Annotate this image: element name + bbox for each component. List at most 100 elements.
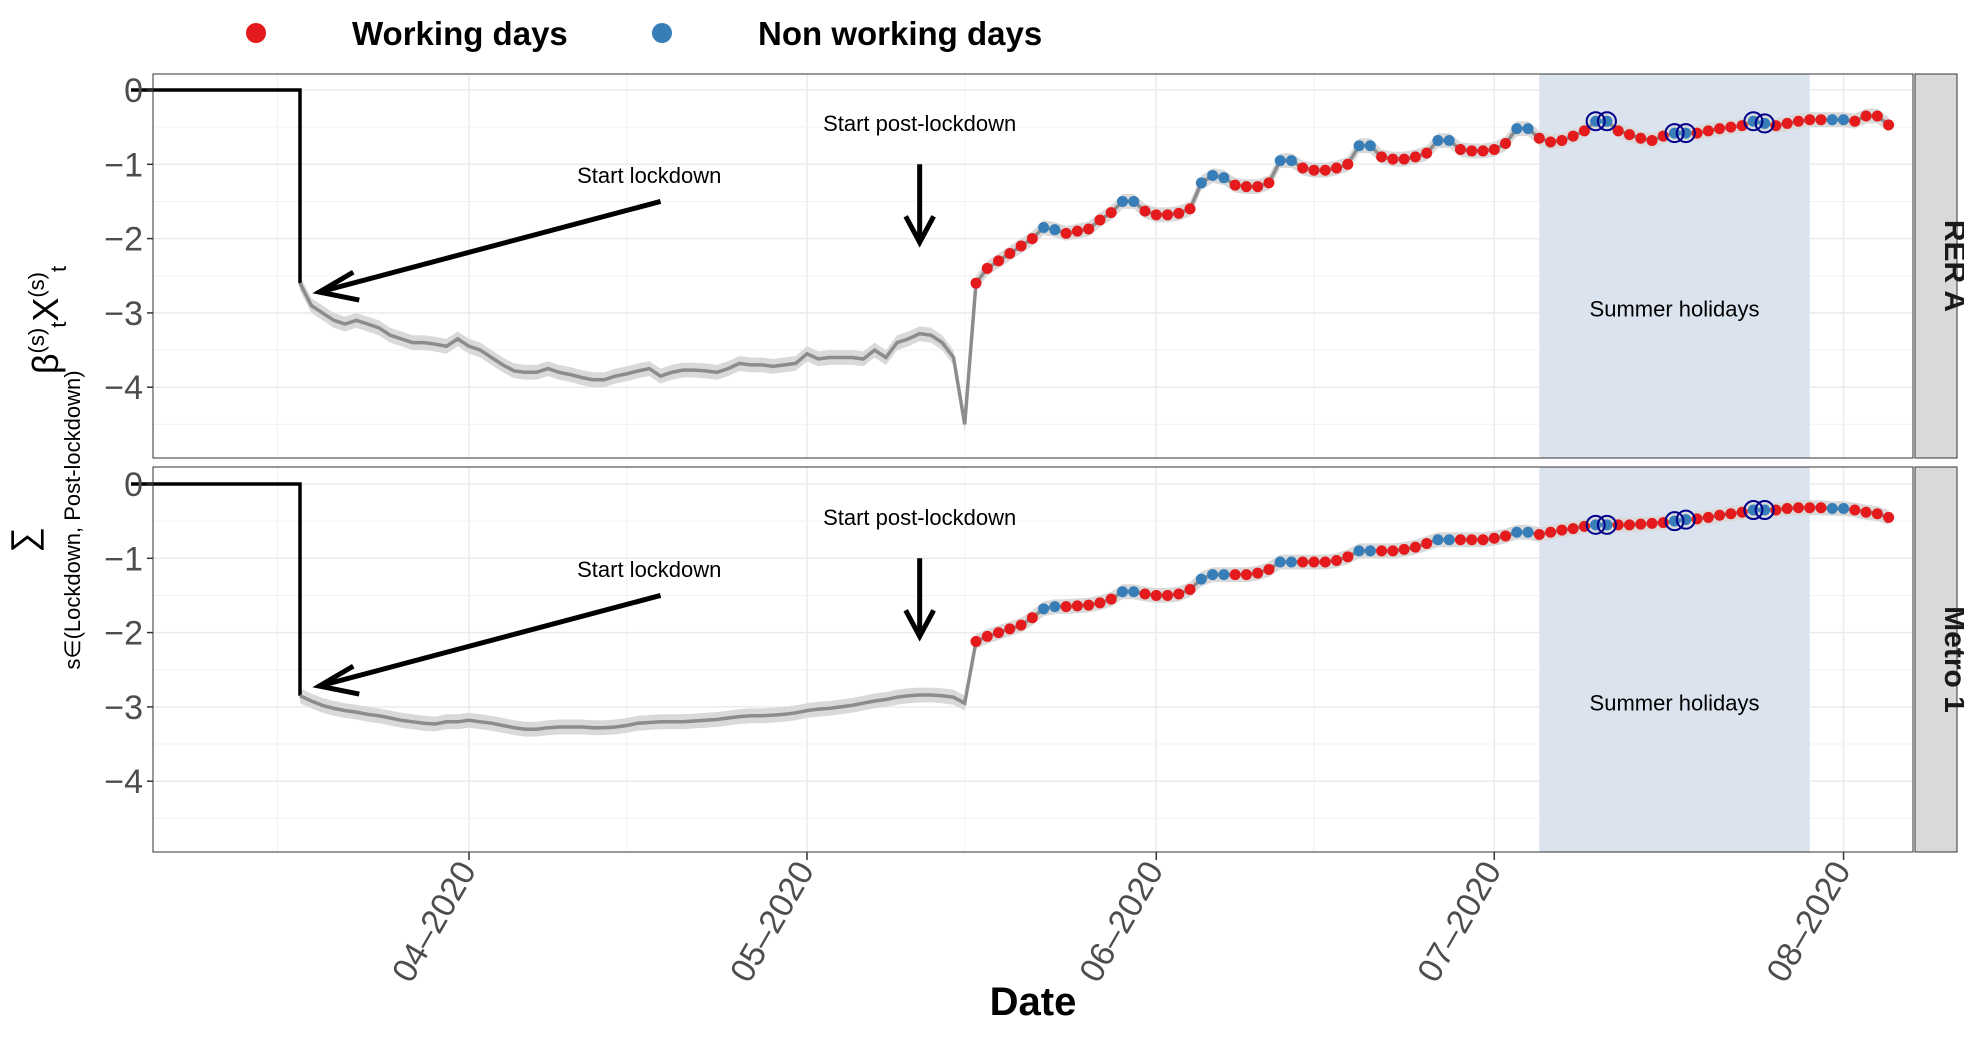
point-working-day bbox=[1139, 588, 1151, 600]
y-tick-label: −3 bbox=[104, 689, 143, 727]
point-non-working-day bbox=[1128, 195, 1140, 207]
point-working-day bbox=[1015, 240, 1027, 252]
y-axis-title-beta: β(s)tX(s)t bbox=[24, 266, 71, 374]
point-non-working-day bbox=[1038, 221, 1050, 233]
point-working-day bbox=[1725, 508, 1737, 520]
point-working-day bbox=[1421, 147, 1433, 159]
arrowhead-start-post-lockdown bbox=[903, 215, 936, 248]
point-working-day bbox=[1308, 556, 1320, 568]
point-non-working-day bbox=[1364, 140, 1376, 152]
point-working-day bbox=[1398, 153, 1410, 165]
point-non-working-day bbox=[1443, 135, 1455, 147]
point-non-working-day bbox=[1116, 586, 1128, 598]
panel-rer-a: Summer holidays Start lockdown Start post-… bbox=[104, 72, 1964, 459]
y-axis-title: ∑ s∈(Lockdown, Post-lockdown) β(s)tX(s)t bbox=[3, 266, 85, 670]
panel-metro-1: Summer holidays Start lockdown Start post-… bbox=[104, 466, 1964, 853]
point-working-day bbox=[1545, 136, 1557, 148]
point-working-day bbox=[1545, 526, 1557, 538]
y-tick-label: −2 bbox=[104, 221, 143, 259]
point-working-day bbox=[1094, 214, 1106, 226]
point-working-day bbox=[981, 262, 993, 274]
point-working-day bbox=[1646, 517, 1658, 529]
facet-strip-label: Metro 1 bbox=[1938, 606, 1964, 713]
point-working-day bbox=[1308, 164, 1320, 176]
point-working-day bbox=[1319, 164, 1331, 176]
point-non-working-day bbox=[1038, 603, 1050, 615]
point-non-working-day bbox=[1218, 172, 1230, 184]
point-working-day bbox=[1240, 569, 1252, 581]
point-non-working-day bbox=[1128, 586, 1140, 598]
point-working-day bbox=[1297, 556, 1309, 568]
point-working-day bbox=[1319, 556, 1331, 568]
panel-border bbox=[152, 466, 1914, 853]
point-working-day bbox=[1105, 593, 1117, 605]
point-working-day bbox=[1139, 205, 1151, 217]
point-working-day bbox=[1421, 537, 1433, 549]
point-working-day bbox=[1409, 151, 1421, 163]
point-working-day bbox=[1488, 143, 1500, 155]
baseline-step-line bbox=[131, 482, 302, 696]
point-non-working-day bbox=[1285, 155, 1297, 167]
point-working-day bbox=[1477, 145, 1489, 157]
point-working-day bbox=[1376, 151, 1388, 163]
point-non-working-day bbox=[1218, 569, 1230, 581]
annotation-start-post-lockdown: Start post-lockdown bbox=[823, 505, 1016, 530]
point-working-day bbox=[1454, 534, 1466, 546]
point-working-day bbox=[1387, 545, 1399, 557]
x-tick-label: 07–2020 bbox=[1410, 855, 1509, 989]
panels: Summer holidays Start lockdown Start post-… bbox=[104, 72, 1964, 853]
x-tick-label: 06–2020 bbox=[1072, 855, 1171, 989]
point-non-working-day bbox=[1274, 155, 1286, 167]
summer-holidays-label: Summer holidays bbox=[1590, 691, 1760, 716]
point-non-working-day bbox=[1432, 135, 1444, 147]
point-working-day bbox=[1533, 529, 1545, 541]
point-working-day bbox=[1026, 612, 1038, 624]
point-working-day bbox=[1263, 177, 1275, 189]
point-non-working-day bbox=[1522, 123, 1534, 135]
point-non-working-day bbox=[1522, 526, 1534, 538]
annotation-start-lockdown: Start lockdown bbox=[577, 163, 721, 188]
highlight-circle bbox=[1675, 509, 1696, 530]
x-axis: 04–2020 05–2020 06–2020 07–2020 08–2020 bbox=[385, 852, 1858, 989]
point-working-day bbox=[1792, 115, 1804, 127]
point-working-day bbox=[1714, 123, 1726, 135]
point-working-day bbox=[1252, 567, 1264, 579]
point-working-day bbox=[1567, 523, 1579, 535]
point-non-working-day bbox=[1838, 114, 1850, 126]
point-non-working-day bbox=[1195, 573, 1207, 585]
series-line bbox=[298, 114, 1890, 425]
legend-label-working: Working days bbox=[352, 15, 568, 52]
point-working-day bbox=[1184, 584, 1196, 596]
point-non-working-day bbox=[1274, 556, 1286, 568]
arrowhead-start-lockdown bbox=[312, 269, 360, 303]
point-working-day bbox=[1623, 519, 1635, 531]
point-working-day bbox=[1150, 209, 1162, 221]
y-tick-label: −4 bbox=[104, 369, 143, 407]
point-working-day bbox=[1849, 504, 1861, 516]
y-tick-label: −4 bbox=[104, 763, 143, 801]
point-working-day bbox=[1162, 589, 1174, 601]
point-working-day bbox=[1714, 509, 1726, 521]
point-non-working-day bbox=[1353, 545, 1365, 557]
point-working-day bbox=[1071, 600, 1083, 612]
point-non-working-day bbox=[1826, 114, 1838, 126]
point-working-day bbox=[1883, 119, 1895, 131]
point-working-day bbox=[1815, 502, 1827, 514]
point-working-day bbox=[1466, 534, 1478, 546]
point-working-day bbox=[1578, 125, 1590, 137]
highlight-circle bbox=[1585, 514, 1606, 535]
point-non-working-day bbox=[1826, 503, 1838, 515]
legend: Working days Non working days bbox=[246, 15, 1042, 52]
point-working-day bbox=[1252, 181, 1264, 193]
point-working-day bbox=[1004, 623, 1016, 635]
y-tick-label: −3 bbox=[104, 295, 143, 333]
y-tick-label: 0 bbox=[124, 72, 143, 110]
facet-strip bbox=[1914, 466, 1958, 853]
baseline-step-line bbox=[131, 88, 302, 284]
point-working-day bbox=[1173, 207, 1185, 219]
summer-holidays-label: Summer holidays bbox=[1590, 297, 1760, 322]
x-tick-label: 04–2020 bbox=[385, 855, 484, 989]
arrowhead-start-post-lockdown bbox=[903, 609, 936, 642]
arrow-start-lockdown bbox=[318, 199, 662, 295]
